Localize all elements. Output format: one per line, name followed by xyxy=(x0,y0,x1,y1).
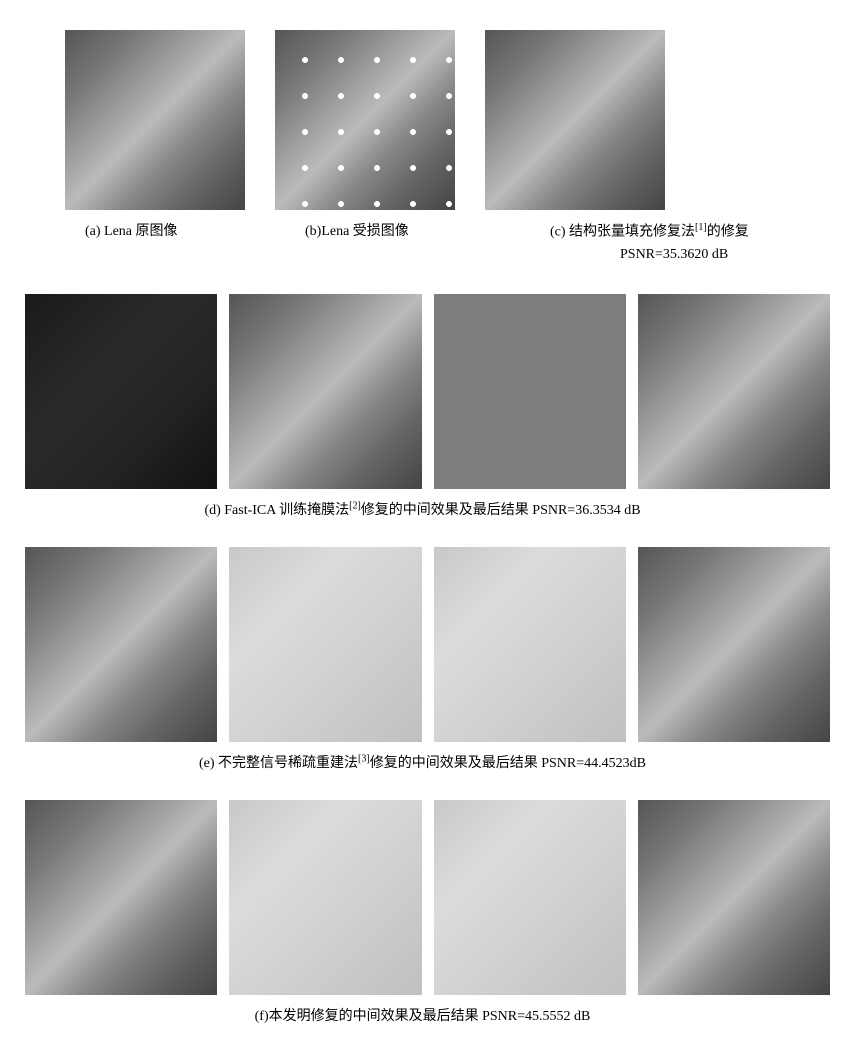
image-e-intermediate-1 xyxy=(25,547,217,742)
image-b-lena-damaged xyxy=(275,30,455,210)
caption-e-tail: 修复的中间效果及最后结果 PSNR=44.4523dB xyxy=(370,756,646,771)
caption-c-ref: [1] xyxy=(695,222,707,233)
caption-row-d: (d) Fast-ICA 训练掩膜法[2]修复的中间效果及最后结果 PSNR=3… xyxy=(15,499,830,519)
image-a-lena-original xyxy=(65,30,245,210)
caption-c-tail: 的修复 xyxy=(707,225,749,240)
caption-c: (c) 结构张量填充修复法[1]的修复 PSNR=35.3620 dB xyxy=(550,220,830,266)
row-f-images xyxy=(15,800,830,995)
image-d-intermediate-3 xyxy=(434,294,626,489)
caption-e: (e) 不完整信号稀疏重建法[3]修复的中间效果及最后结果 PSNR=44.45… xyxy=(15,752,830,772)
row-abc xyxy=(15,30,830,210)
image-d-intermediate-2 xyxy=(229,294,421,489)
caption-c-psnr: PSNR=35.3620 dB xyxy=(550,247,728,262)
caption-row-abc: (a) Lena 原图像 (b)Lena 受损图像 (c) 结构张量填充修复法[… xyxy=(15,220,830,266)
row-d-images xyxy=(15,294,830,489)
image-f-final xyxy=(638,800,830,995)
image-f-intermediate-3 xyxy=(434,800,626,995)
caption-row-f: (f)本发明修复的中间效果及最后结果 PSNR=45.5552 dB xyxy=(15,1005,830,1025)
caption-b: (b)Lena 受损图像 xyxy=(305,220,550,266)
row-e-images xyxy=(15,547,830,742)
caption-d-ref: [2] xyxy=(349,501,361,512)
image-e-final xyxy=(638,547,830,742)
image-c-structure-tensor-result xyxy=(485,30,665,210)
image-d-intermediate-1 xyxy=(25,294,217,489)
image-d-final xyxy=(638,294,830,489)
caption-f: (f)本发明修复的中间效果及最后结果 PSNR=45.5552 dB xyxy=(15,1005,830,1025)
caption-d-tail: 修复的中间效果及最后结果 PSNR=36.3534 dB xyxy=(361,503,641,518)
image-e-intermediate-2 xyxy=(229,547,421,742)
caption-d-text: (d) Fast-ICA 训练掩膜法 xyxy=(204,503,349,518)
caption-c-text: (c) 结构张量填充修复法 xyxy=(550,225,695,240)
image-e-intermediate-3 xyxy=(434,547,626,742)
image-f-intermediate-2 xyxy=(229,800,421,995)
caption-a: (a) Lena 原图像 xyxy=(85,220,305,266)
image-f-intermediate-1 xyxy=(25,800,217,995)
caption-e-text: (e) 不完整信号稀疏重建法 xyxy=(199,756,358,771)
caption-d: (d) Fast-ICA 训练掩膜法[2]修复的中间效果及最后结果 PSNR=3… xyxy=(15,499,830,519)
caption-e-ref: [3] xyxy=(358,754,370,765)
caption-row-e: (e) 不完整信号稀疏重建法[3]修复的中间效果及最后结果 PSNR=44.45… xyxy=(15,752,830,772)
